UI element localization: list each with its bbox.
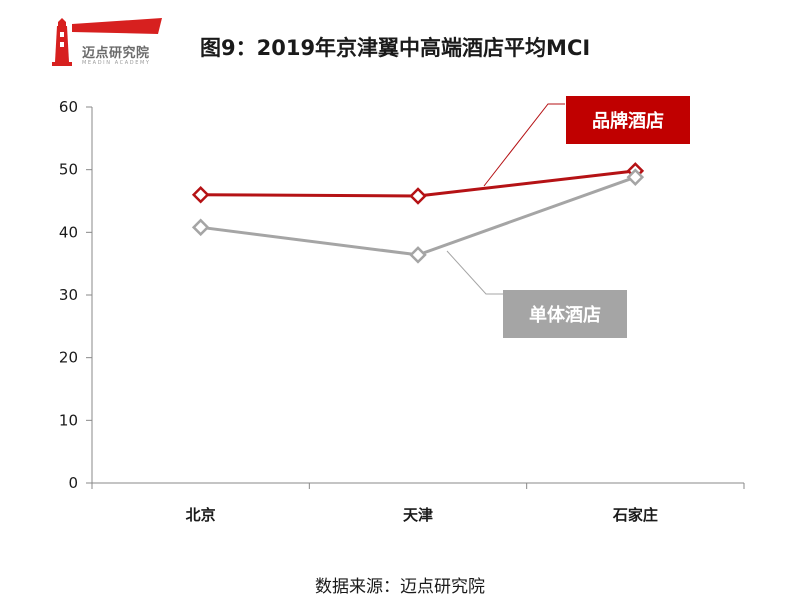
callout-line-1 [446, 250, 503, 295]
logo-lighthouse-icon [52, 18, 162, 66]
y-tick-label: 60 [59, 98, 78, 116]
x-category-label: 石家庄 [612, 506, 658, 524]
chart-title: 图9：2019年京津翼中高端酒店平均MCI [200, 36, 591, 60]
data-point-marker [191, 218, 210, 237]
data-point-marker [626, 168, 645, 186]
x-category-label: 北京 [186, 506, 216, 524]
series-label-1: 单体酒店 [529, 304, 601, 326]
data-point-marker [409, 187, 427, 205]
callout-line-0 [483, 103, 565, 187]
y-tick-label: 10 [59, 411, 78, 429]
y-tick-label: 0 [68, 474, 78, 492]
y-tick-label: 50 [59, 161, 78, 179]
x-category-label: 天津 [403, 506, 433, 524]
y-tick-label: 20 [59, 349, 78, 367]
series-label-0: 品牌酒店 [592, 110, 664, 132]
series-label-box-1 [503, 290, 627, 338]
data-source: 数据来源：迈点研究院 [315, 577, 485, 597]
y-tick-label: 40 [59, 223, 78, 241]
y-tick-label: 30 [59, 286, 78, 304]
series-label-box-0 [566, 96, 690, 144]
data-point-marker [191, 185, 210, 204]
logo-name: 迈点研究院 [82, 46, 150, 61]
logo-subtitle: MEADIN ACADEMY [82, 60, 151, 66]
data-point-marker [409, 246, 427, 264]
